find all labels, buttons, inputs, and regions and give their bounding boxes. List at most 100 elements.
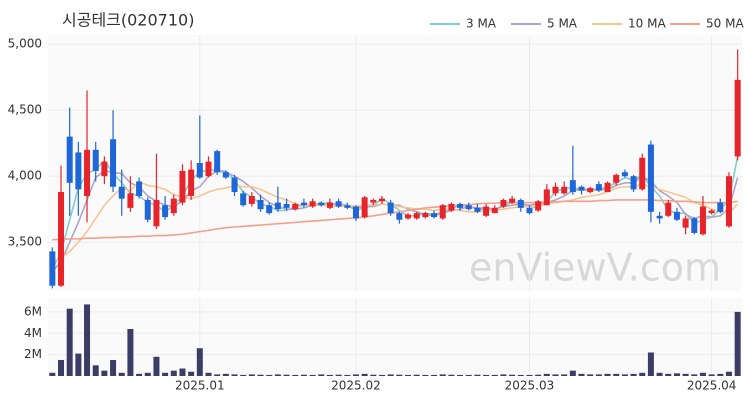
candle-body [344, 205, 351, 208]
volume-bar [595, 374, 602, 376]
candle-body [49, 251, 56, 286]
volume-bar [75, 353, 82, 376]
volume-bar [110, 359, 117, 376]
candle-body [509, 198, 516, 203]
volume-bar [613, 373, 620, 376]
candle-body [717, 202, 724, 212]
volume-bar [725, 371, 732, 376]
candle-body [561, 186, 568, 194]
candle-body [110, 139, 117, 187]
volume-bar [335, 374, 342, 376]
candle-body [248, 195, 255, 204]
volume-bar [422, 374, 429, 376]
candle-body [587, 188, 594, 193]
volume-bar [66, 308, 73, 376]
y-tick-label: 4,500 [8, 103, 42, 117]
volume-bar [405, 374, 412, 376]
x-tick-label: 2025.04 [687, 379, 737, 393]
moving-average-line [52, 180, 739, 263]
volume-bar [717, 373, 724, 376]
candle-body [58, 192, 65, 286]
candle-body [205, 161, 212, 177]
volume-bar [231, 374, 238, 376]
candle-body [170, 198, 177, 214]
candle-body [92, 149, 99, 171]
volume-bar [309, 374, 316, 376]
volume-bar [734, 311, 741, 376]
candle-body [283, 203, 290, 208]
candle-body [188, 169, 195, 196]
volume-bar [691, 374, 698, 376]
candle-body [431, 213, 438, 218]
volume-bar [92, 365, 99, 376]
candle-body [613, 174, 620, 183]
candle-body [682, 218, 689, 228]
volume-bar [465, 374, 472, 376]
candle-body [708, 210, 715, 214]
volume-bar [656, 372, 663, 376]
volume-bar [58, 359, 65, 376]
candle-body [405, 214, 412, 219]
volume-bar [352, 374, 359, 376]
volume-bar [248, 374, 255, 376]
legend-label: 3 MA [466, 17, 497, 31]
watermark: enViewV.com [469, 246, 721, 290]
candle-body [517, 199, 524, 208]
volume-bar [396, 374, 403, 376]
candle-body [673, 211, 680, 220]
volume-bar [517, 374, 524, 376]
volume-bar [552, 374, 559, 376]
x-tick-label: 2025.03 [505, 379, 555, 393]
candle-body [699, 206, 706, 235]
volume-bar [708, 374, 715, 376]
candle-body [66, 136, 73, 183]
volume-tick-label: 4M [24, 326, 42, 340]
volume-bar [84, 304, 91, 376]
candle-body [378, 198, 385, 202]
candle-body [231, 177, 238, 193]
volume-bar [188, 371, 195, 376]
candle-body [665, 202, 672, 216]
volume-bar [578, 373, 585, 376]
volume-bar [214, 374, 221, 376]
candle-body [491, 207, 498, 214]
candle-body [292, 203, 299, 210]
candle-body [257, 199, 264, 210]
volume-bar [431, 374, 438, 376]
volume-bar [326, 374, 333, 376]
volume-bar [569, 370, 576, 376]
candle-body [465, 205, 472, 210]
volume-bar [101, 370, 108, 376]
candle-body [361, 197, 368, 218]
volume-bar [257, 374, 264, 376]
y-tick-label: 3,500 [8, 235, 42, 249]
volume-bar [222, 373, 229, 376]
volume-tick-label: 2M [24, 347, 42, 361]
volume-bar [49, 372, 56, 376]
volume-bar [604, 373, 611, 376]
candle-body [422, 213, 429, 218]
volume-bar [457, 374, 464, 376]
volume-bar [118, 372, 125, 376]
candle-body [335, 201, 342, 207]
candle-body [647, 144, 654, 212]
candle-body [448, 203, 455, 211]
volume-bar [439, 374, 446, 376]
volume-bar [561, 374, 568, 376]
candle-body [162, 205, 169, 218]
candle-body [101, 161, 108, 177]
chart-title: 시공테크(020710) [62, 11, 194, 30]
volume-bar [682, 373, 689, 376]
x-tick-label: 2025.02 [331, 379, 381, 393]
volume-bar [630, 373, 637, 376]
volume-bar [274, 374, 281, 376]
candle-body [266, 205, 273, 214]
price-plot-area [48, 35, 742, 291]
volume-bar [647, 352, 654, 376]
candle-body [240, 193, 247, 206]
volume-bar [283, 374, 290, 376]
candle-body [136, 181, 143, 196]
volume-bar [448, 374, 455, 376]
volume-bar [205, 372, 212, 376]
